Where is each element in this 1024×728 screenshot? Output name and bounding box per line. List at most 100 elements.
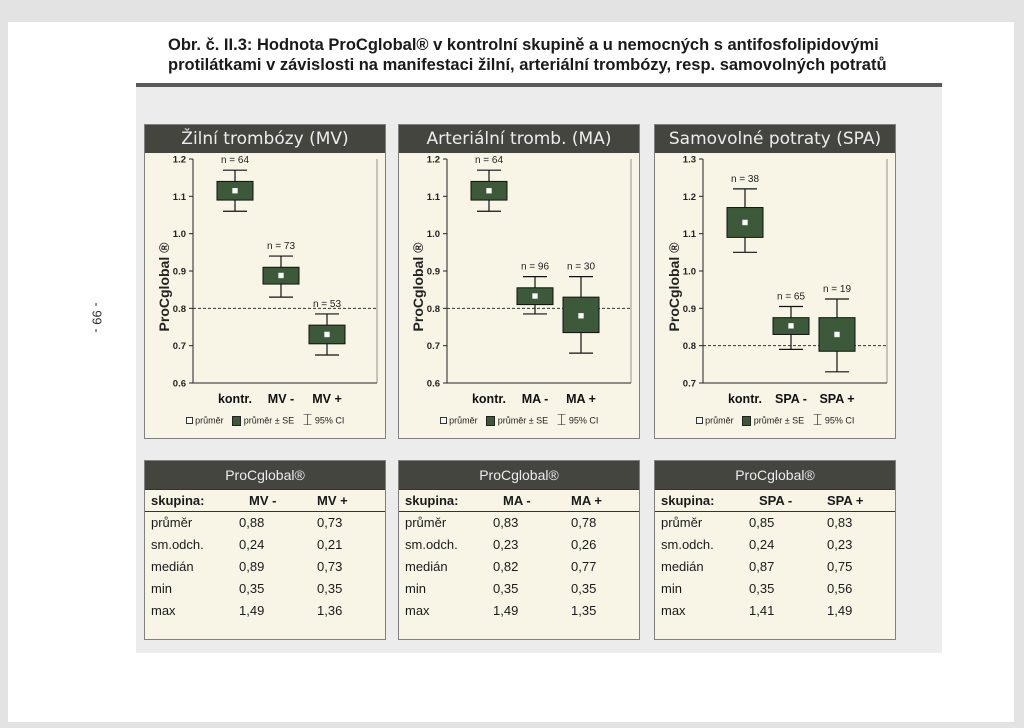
x-tick-label: MA - [522, 392, 549, 406]
cell-value: 0,78 [571, 515, 597, 530]
cell-value: SPA + [827, 493, 864, 508]
row-label: skupina: [661, 493, 715, 508]
mean-marker-icon [695, 417, 703, 425]
cell-value: 0,35 [571, 581, 597, 596]
figure-content: Žilní trombózy (MV) 0.6 0.7 0.8 0.9 1.0 1.1 1.… [136, 87, 942, 653]
box-series-1: n = 65 SPA - [772, 291, 810, 406]
x-tick-label: MV + [312, 392, 342, 406]
cell-value: 1,49 [239, 603, 265, 618]
chart-title: Samovolné potraty (SPA) [655, 125, 895, 153]
cell-value: 0,77 [571, 559, 597, 574]
row-label: skupina: [151, 493, 205, 508]
cell-value: 0,35 [493, 581, 519, 596]
n-label: n = 19 [823, 284, 852, 295]
cell-value: MV - [249, 493, 277, 508]
row-label: max [661, 603, 686, 618]
cell-value: SPA - [759, 493, 793, 508]
box-series-0: n = 64 kontr. [470, 155, 508, 406]
table-row: průměr 0,85 0,83 [655, 512, 895, 534]
table-row: sm.odch. 0,23 0,26 [399, 534, 639, 556]
table-row: max 1,41 1,49 [655, 600, 895, 622]
box-series-1: n = 96 MA - [516, 262, 554, 406]
mean-marker [278, 272, 284, 279]
cell-value: MA - [503, 493, 531, 508]
chart-legend: průměr průměr ± SE ⌶ 95% CI [399, 411, 639, 429]
y-tick-label: 0.6 [173, 379, 186, 390]
mean-marker [578, 313, 584, 319]
n-label: n = 96 [521, 262, 550, 273]
x-tick-label: kontr. [472, 392, 506, 406]
ci-whisker-icon: ⌶ [556, 411, 567, 429]
table-row: max 1,49 1,35 [399, 600, 639, 622]
cell-value: 0,88 [239, 515, 265, 530]
table-column-headers: skupina: MV - MV + [145, 489, 385, 512]
y-tick-label: 0.8 [683, 341, 696, 352]
cell-value: 0,82 [493, 559, 519, 574]
legend-mean: průměr [195, 415, 224, 426]
chart-legend: průměr průměr ± SE ⌶ 95% CI [145, 412, 385, 428]
cell-value: MA + [571, 493, 602, 508]
x-tick-label: MV - [268, 392, 294, 406]
table-row: sm.odch. 0,24 0,23 [655, 534, 895, 556]
boxplot-chart: 0.6 0.7 0.8 0.9 1.0 1.1 1.2 ProCglobal ® n = 64 k… [156, 155, 378, 406]
y-tick-label: 1.3 [683, 155, 696, 166]
row-label: sm.odch. [405, 537, 458, 552]
row-label: sm.odch. [151, 537, 204, 552]
n-label: n = 38 [731, 174, 760, 185]
stats-table-spa: ProCglobal® skupina: SPA - SPA + průměr 0,85 0… [654, 460, 896, 640]
box-series-2: n = 19 SPA + [818, 284, 856, 406]
row-label: min [151, 581, 172, 596]
mean-marker [742, 219, 748, 226]
cell-value: 1,36 [317, 603, 343, 618]
mean-marker [532, 293, 538, 299]
n-label: n = 65 [777, 291, 806, 302]
row-label: průměr [405, 515, 447, 530]
y-axis-label: ProCglobal ® [666, 242, 682, 332]
row-label: skupina: [405, 493, 459, 508]
y-tick-label: 0.7 [427, 341, 440, 352]
y-tick-label: 0.7 [173, 341, 186, 352]
legend-ci: 95% CI [824, 415, 855, 426]
box-series-2: n = 53 MV + [308, 299, 346, 406]
table-row: průměr 0,83 0,78 [399, 512, 639, 534]
table-header: ProCglobal® [399, 461, 639, 489]
chart-title: Arteriální tromb. (MA) [399, 125, 639, 153]
cell-value: 0,85 [749, 515, 775, 530]
y-tick-label: 1.2 [683, 192, 696, 203]
y-tick-label: 1.1 [173, 192, 187, 203]
legend-se: průměr ± SE [243, 415, 295, 426]
y-tick-label: 1.1 [683, 229, 697, 240]
table-row: medián 0,87 0,75 [655, 556, 895, 578]
title-rule [136, 83, 942, 87]
y-tick-label: 0.8 [173, 304, 186, 315]
legend-se: průměr ± SE [753, 415, 805, 426]
row-label: medián [151, 559, 194, 574]
cell-value: 0,87 [749, 559, 775, 574]
cell-value: 0,35 [749, 581, 775, 596]
n-label: n = 53 [313, 299, 342, 310]
n-label: n = 30 [567, 262, 596, 273]
chart-title: Žilní trombózy (MV) [145, 125, 385, 153]
y-tick-label: 0.9 [427, 267, 440, 278]
boxplot-chart: 0.7 0.8 0.9 1.0 1.1 1.2 1.3 ProCglobal ® n = 38 k… [666, 155, 888, 406]
box-series-1: n = 73 MV - [262, 241, 300, 406]
row-label: min [661, 581, 682, 596]
legend-se: průměr ± SE [497, 415, 549, 426]
y-tick-label: 0.9 [683, 304, 696, 315]
table-header: ProCglobal® [145, 461, 385, 489]
table-row: sm.odch. 0,24 0,21 [145, 534, 385, 556]
x-tick-label: SPA - [775, 392, 807, 406]
table-row: max 1,49 1,36 [145, 600, 385, 622]
legend-ci: 95% CI [314, 415, 345, 426]
se-box-icon [742, 415, 752, 426]
cell-value: 1,49 [827, 603, 853, 618]
cell-value: 0,73 [317, 515, 343, 530]
y-tick-label: 1.2 [173, 155, 186, 166]
x-tick-label: SPA + [819, 392, 854, 406]
y-tick-label: 1.1 [427, 192, 441, 203]
y-tick-label: 1.0 [427, 229, 440, 240]
cell-value: 1,35 [571, 603, 597, 618]
table-row: min 0,35 0,35 [145, 578, 385, 600]
mean-marker [834, 331, 840, 338]
table-row: min 0,35 0,35 [399, 578, 639, 600]
